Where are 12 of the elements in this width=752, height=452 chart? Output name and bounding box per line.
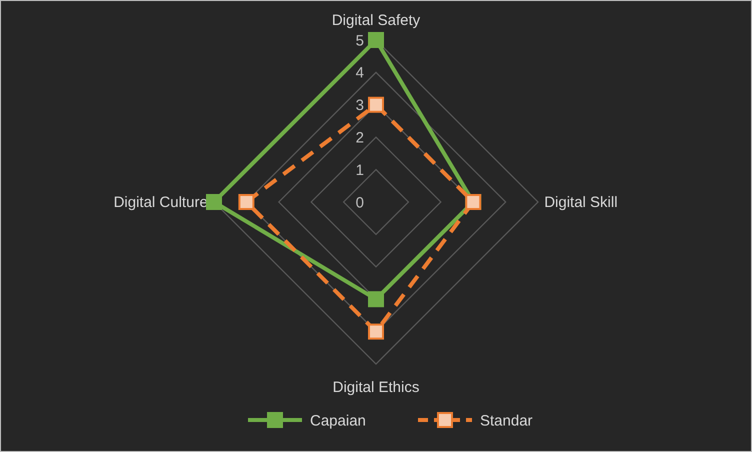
spoke-label: Digital Culture [114, 194, 208, 211]
y-tick-label: 1 [356, 162, 364, 179]
spoke-label: Digital Safety [332, 12, 421, 29]
y-tick-label: 4 [356, 64, 364, 82]
spoke-label: Digital Ethics [332, 379, 420, 396]
legend-label: Standar [480, 412, 533, 430]
spoke-label: Digital Skill [544, 194, 618, 211]
y-tick-label: 0 [356, 194, 364, 212]
y-tick-label: 5 [356, 32, 364, 50]
legend-label: Capaian [310, 412, 366, 430]
y-tick-label: 2 [356, 129, 364, 146]
y-tick-label: 3 [356, 97, 364, 114]
